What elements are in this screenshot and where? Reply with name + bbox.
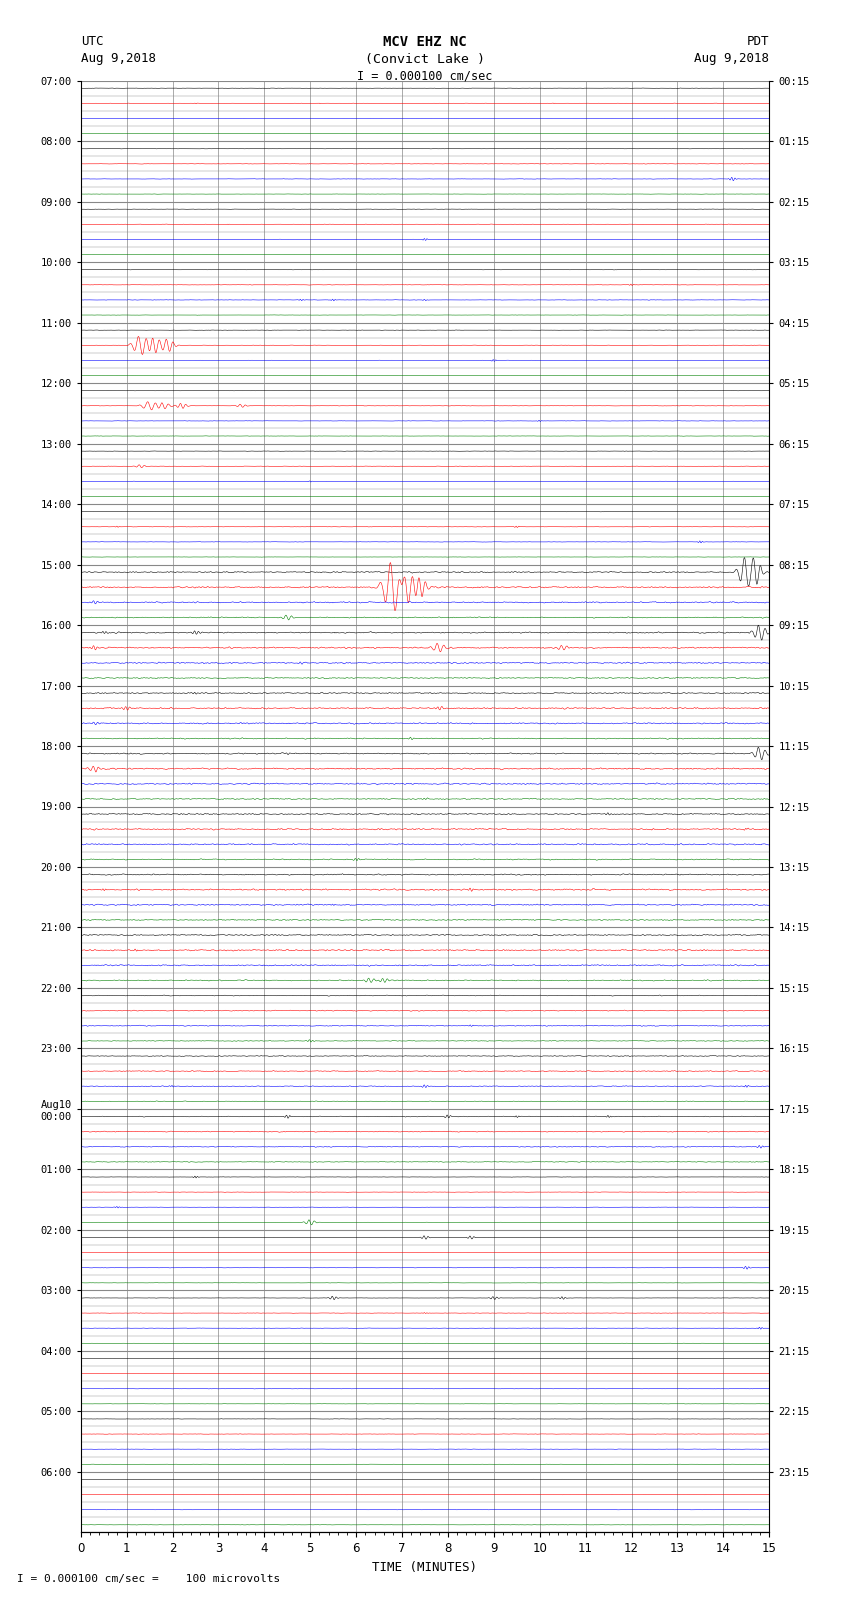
Text: (Convict Lake ): (Convict Lake )	[365, 53, 485, 66]
Text: I = 0.000100 cm/sec: I = 0.000100 cm/sec	[357, 69, 493, 82]
Text: Aug 9,2018: Aug 9,2018	[694, 52, 769, 65]
Text: UTC: UTC	[81, 35, 103, 48]
X-axis label: TIME (MINUTES): TIME (MINUTES)	[372, 1561, 478, 1574]
Text: I = 0.000100 cm/sec =    100 microvolts: I = 0.000100 cm/sec = 100 microvolts	[17, 1574, 280, 1584]
Text: Aug 9,2018: Aug 9,2018	[81, 52, 156, 65]
Text: PDT: PDT	[747, 35, 769, 48]
Text: MCV EHZ NC: MCV EHZ NC	[383, 35, 467, 50]
